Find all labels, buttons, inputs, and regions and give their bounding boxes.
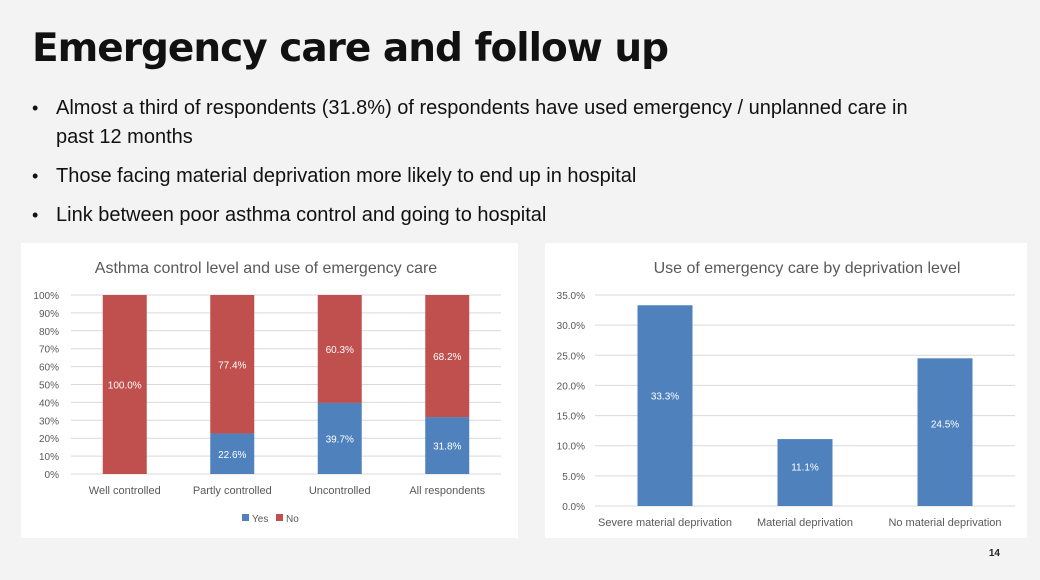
data-label: 11.1% — [791, 463, 819, 474]
x-tick-label: Severe material deprivation — [598, 517, 732, 529]
y-tick-label: 100% — [33, 291, 59, 302]
y-tick-label: 25.0% — [557, 351, 585, 362]
deprivation-chart-svg: Use of emergency care by deprivation lev… — [557, 260, 1015, 529]
x-tick-label: Uncontrolled — [309, 485, 371, 497]
y-tick-label: 30.0% — [557, 321, 585, 332]
y-tick-label: 60% — [39, 363, 59, 374]
data-label: 39.7% — [326, 434, 354, 445]
legend-label: No — [286, 514, 299, 525]
bullet-text: Link between poor asthma control and goi… — [56, 204, 547, 226]
y-tick-label: 50% — [39, 381, 59, 392]
bullet-text: Almost a third of respondents (31.8%) of… — [56, 97, 908, 148]
deprivation-chart: Use of emergency care by deprivation lev… — [545, 243, 1027, 538]
x-tick-label: Material deprivation — [757, 517, 853, 529]
data-label: 31.8% — [433, 442, 461, 453]
data-label: 60.3% — [326, 345, 354, 356]
bullet-item: • Those facing material deprivation more … — [30, 162, 930, 191]
y-tick-label: 5.0% — [562, 472, 585, 483]
slide-title: Emergency care and follow up — [32, 26, 669, 71]
bar-segment-no — [102, 295, 147, 474]
bullet-dot-icon: • — [32, 205, 39, 225]
y-tick-label: 80% — [39, 327, 59, 338]
bullet-item: • Almost a third of respondents (31.8%) o… — [30, 94, 930, 152]
legend-swatch — [276, 514, 283, 521]
asthma-control-chart: Asthma control level and use of emergenc… — [21, 243, 518, 538]
chart-title: Use of emergency care by deprivation lev… — [654, 260, 961, 277]
bar-segment-yes — [210, 433, 255, 474]
bar-segment-yes — [425, 417, 470, 474]
x-tick-label: Well controlled — [89, 485, 161, 497]
y-tick-label: 0% — [45, 470, 60, 481]
bar — [777, 439, 833, 506]
y-tick-label: 20% — [39, 434, 59, 445]
bullet-dot-icon: • — [32, 98, 39, 118]
chart-title: Asthma control level and use of emergenc… — [95, 260, 438, 277]
y-tick-label: 10% — [39, 452, 59, 463]
y-tick-label: 70% — [39, 345, 59, 356]
y-tick-label: 40% — [39, 398, 59, 409]
data-label: 100.0% — [108, 381, 142, 392]
data-label: 33.3% — [651, 392, 679, 403]
x-tick-label: All respondents — [409, 485, 485, 497]
y-tick-label: 15.0% — [557, 412, 585, 423]
y-tick-label: 30% — [39, 416, 59, 427]
page-number: 14 — [988, 548, 1000, 559]
x-tick-label: No material deprivation — [888, 517, 1001, 529]
data-label: 77.4% — [218, 360, 246, 371]
bar — [917, 358, 973, 506]
asthma-control-chart-svg: Asthma control level and use of emergenc… — [33, 260, 501, 525]
bullet-text: Those facing material deprivation more l… — [56, 165, 637, 187]
bullet-dot-icon: • — [32, 166, 39, 186]
data-label: 22.6% — [218, 450, 246, 461]
y-tick-label: 20.0% — [557, 381, 585, 392]
x-tick-label: Partly controlled — [193, 485, 272, 497]
bar — [637, 305, 693, 506]
y-tick-label: 90% — [39, 309, 59, 320]
data-label: 68.2% — [433, 352, 461, 363]
legend-label: Yes — [252, 514, 268, 525]
bullet-list: • Almost a third of respondents (31.8%) o… — [30, 94, 930, 240]
legend-swatch — [242, 514, 249, 521]
data-label: 24.5% — [931, 420, 959, 431]
y-tick-label: 0.0% — [562, 502, 585, 513]
bar-segment-no — [210, 295, 255, 434]
y-tick-label: 10.0% — [557, 442, 585, 453]
bar-segment-no — [425, 295, 470, 418]
bar-segment-yes — [317, 402, 362, 474]
bar-segment-no — [317, 295, 362, 403]
y-tick-label: 35.0% — [557, 291, 585, 302]
bullet-item: • Link between poor asthma control and go… — [30, 201, 930, 230]
